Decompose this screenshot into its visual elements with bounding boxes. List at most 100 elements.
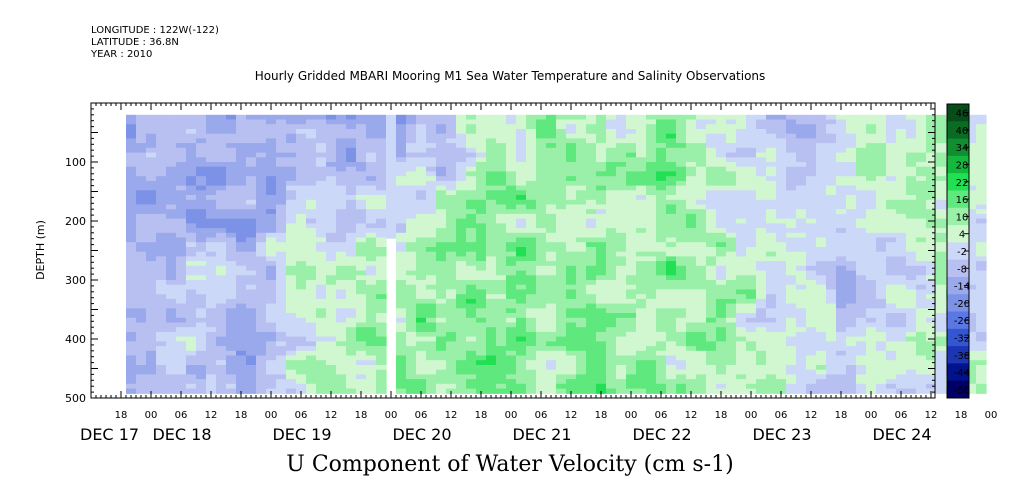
heatmap-cell bbox=[546, 218, 557, 224]
heatmap-cell bbox=[796, 383, 807, 390]
heatmap-cell bbox=[586, 341, 597, 347]
heatmap-cell bbox=[166, 157, 177, 163]
heatmap-cell bbox=[656, 331, 667, 338]
heatmap-cell bbox=[456, 247, 467, 253]
heatmap-cell bbox=[776, 275, 787, 281]
heatmap-cell bbox=[556, 119, 567, 125]
heatmap-cell bbox=[536, 275, 547, 281]
heatmap-cell bbox=[326, 114, 337, 121]
heatmap-cell bbox=[416, 355, 427, 361]
heatmap-cell bbox=[886, 327, 897, 333]
heatmap-cell bbox=[186, 119, 197, 125]
heatmap-cell bbox=[666, 280, 677, 286]
heatmap-cell bbox=[206, 162, 217, 168]
heatmap-cell bbox=[126, 280, 137, 286]
heatmap-cell bbox=[806, 341, 817, 347]
heatmap-cell bbox=[586, 133, 597, 139]
heatmap-cell bbox=[746, 365, 757, 371]
heatmap-cell bbox=[836, 365, 847, 371]
heatmap-cell bbox=[476, 162, 487, 168]
heatmap-cell bbox=[616, 346, 627, 352]
heatmap-cell bbox=[556, 303, 567, 309]
heatmap-cell bbox=[896, 209, 907, 215]
heatmap-cell bbox=[976, 114, 987, 121]
heatmap-cell bbox=[666, 162, 677, 168]
heatmap-cell bbox=[726, 360, 737, 366]
heatmap-cell bbox=[176, 365, 187, 371]
heatmap-cell bbox=[906, 143, 917, 149]
heatmap-cell bbox=[666, 322, 677, 328]
heatmap-cell bbox=[666, 228, 677, 234]
heatmap-cell bbox=[976, 190, 987, 196]
heatmap-cell bbox=[366, 303, 377, 309]
heatmap-cell bbox=[876, 270, 887, 276]
heatmap-cell bbox=[756, 327, 767, 333]
heatmap-cell bbox=[526, 147, 537, 154]
heatmap-cell bbox=[906, 147, 917, 154]
heatmap-cell bbox=[646, 204, 657, 210]
heatmap-cell bbox=[466, 265, 477, 272]
heatmap-cell bbox=[226, 228, 237, 234]
heatmap-cell bbox=[476, 218, 487, 224]
heatmap-cell bbox=[506, 162, 517, 168]
heatmap-cell bbox=[666, 379, 677, 385]
heatmap-cell bbox=[666, 204, 677, 210]
heatmap-cell bbox=[566, 350, 577, 357]
heatmap-cell bbox=[366, 256, 377, 262]
heatmap-cell bbox=[246, 185, 257, 191]
heatmap-cell bbox=[896, 114, 907, 121]
heatmap-cell bbox=[376, 176, 387, 182]
heatmap-cell bbox=[546, 365, 557, 371]
heatmap-cell bbox=[796, 289, 807, 295]
heatmap-cell bbox=[636, 360, 647, 366]
heatmap-cell bbox=[296, 195, 307, 201]
heatmap-cell bbox=[136, 265, 147, 272]
heatmap-cell bbox=[196, 218, 207, 224]
heatmap-cell bbox=[496, 331, 507, 338]
heatmap-cell bbox=[606, 133, 617, 139]
heatmap-cell bbox=[906, 152, 917, 158]
heatmap-cell bbox=[436, 129, 447, 135]
heatmap-cell bbox=[576, 190, 587, 196]
heatmap-cell bbox=[126, 383, 137, 390]
heatmap-cell bbox=[256, 369, 267, 375]
heatmap-cell bbox=[426, 209, 437, 215]
heatmap-cell bbox=[316, 280, 327, 286]
heatmap-cell bbox=[856, 147, 867, 154]
heatmap-cell bbox=[866, 133, 877, 139]
heatmap-cell bbox=[586, 218, 597, 224]
heatmap-cell bbox=[796, 303, 807, 309]
heatmap-cell bbox=[476, 341, 487, 347]
heatmap-cell bbox=[666, 284, 677, 290]
heatmap-cell bbox=[496, 171, 507, 177]
heatmap-cell bbox=[776, 317, 787, 324]
heatmap-cell bbox=[616, 289, 627, 295]
heatmap-cell bbox=[846, 185, 857, 191]
heatmap-cell bbox=[616, 223, 627, 229]
heatmap-cell bbox=[286, 247, 297, 253]
heatmap-cell bbox=[296, 119, 307, 125]
heatmap-cell bbox=[736, 270, 747, 276]
heatmap-cell bbox=[746, 171, 757, 177]
heatmap-cell bbox=[216, 284, 227, 290]
heatmap-cell bbox=[636, 218, 647, 224]
heatmap-cell bbox=[486, 190, 497, 196]
heatmap-cell bbox=[436, 247, 447, 253]
heatmap-cell bbox=[606, 147, 617, 154]
heatmap-cell bbox=[196, 303, 207, 309]
heatmap-cell bbox=[216, 204, 227, 210]
heatmap-cell bbox=[846, 261, 857, 267]
heatmap-cell bbox=[726, 114, 737, 121]
heatmap-cell bbox=[756, 341, 767, 347]
heatmap-cell bbox=[646, 346, 657, 352]
heatmap-cell bbox=[446, 317, 457, 324]
heatmap-cell bbox=[126, 218, 137, 224]
heatmap-cell bbox=[356, 261, 367, 267]
heatmap-cell bbox=[836, 190, 847, 196]
heatmap-cell bbox=[736, 313, 747, 319]
heatmap-cell bbox=[496, 157, 507, 163]
heatmap-cell bbox=[736, 275, 747, 281]
heatmap-cell bbox=[286, 237, 297, 243]
heatmap-cell bbox=[586, 256, 597, 262]
heatmap-cell bbox=[776, 327, 787, 333]
